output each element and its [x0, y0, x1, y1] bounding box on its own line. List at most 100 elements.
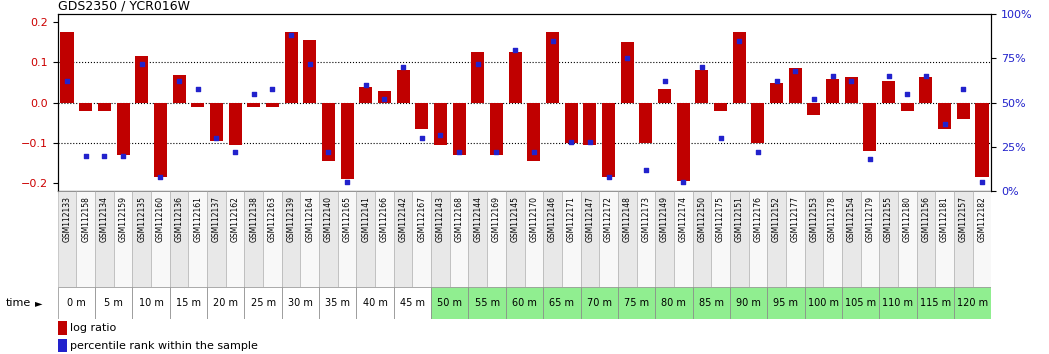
Text: 115 m: 115 m [920, 298, 950, 308]
Bar [711, 191, 730, 287]
Text: GDS2350 / YCR016W: GDS2350 / YCR016W [58, 0, 190, 13]
Text: time: time [5, 298, 30, 308]
Bar [172, 74, 186, 103]
Bar [656, 287, 692, 319]
Text: 120 m: 120 m [957, 298, 988, 308]
Bar [695, 70, 708, 103]
Bar [58, 191, 77, 287]
Text: 105 m: 105 m [845, 298, 876, 308]
Text: 5 m: 5 m [104, 298, 123, 308]
Point [675, 179, 691, 185]
Bar [545, 32, 559, 103]
Point [264, 86, 281, 91]
Bar [543, 191, 562, 287]
Bar [415, 103, 428, 129]
Text: 75 m: 75 m [624, 298, 649, 308]
Bar [226, 191, 244, 287]
Text: 20 m: 20 m [213, 298, 238, 308]
Bar [805, 191, 823, 287]
Point [320, 149, 337, 155]
Bar [431, 191, 450, 287]
Point [787, 68, 804, 74]
Bar [170, 191, 189, 287]
Bar [767, 287, 805, 319]
Bar [621, 42, 634, 103]
Text: GSM112148: GSM112148 [623, 196, 631, 242]
Text: GSM112156: GSM112156 [921, 196, 930, 242]
Text: GSM112154: GSM112154 [847, 196, 856, 242]
Text: 95 m: 95 m [773, 298, 798, 308]
Text: 85 m: 85 m [699, 298, 724, 308]
Bar [95, 287, 132, 319]
Text: GSM112138: GSM112138 [250, 196, 258, 242]
Bar [543, 287, 580, 319]
Bar [954, 287, 991, 319]
Bar [917, 191, 936, 287]
Bar [357, 191, 376, 287]
Bar [673, 191, 692, 287]
Text: 40 m: 40 m [363, 298, 387, 308]
Bar [879, 191, 898, 287]
Point [114, 153, 131, 159]
Text: 90 m: 90 m [736, 298, 761, 308]
Bar [490, 103, 504, 155]
Bar [732, 32, 746, 103]
Text: log ratio: log ratio [70, 323, 116, 333]
Bar [823, 191, 842, 287]
Bar [936, 191, 954, 287]
Point [806, 96, 822, 102]
Bar [692, 191, 711, 287]
Text: GSM112133: GSM112133 [63, 196, 71, 242]
Text: GSM112177: GSM112177 [791, 196, 799, 242]
Bar [919, 76, 933, 103]
Bar [730, 287, 767, 319]
Bar [618, 287, 656, 319]
Bar [376, 191, 393, 287]
Text: GSM112175: GSM112175 [716, 196, 725, 242]
Bar [450, 191, 469, 287]
Point [189, 86, 206, 91]
Bar [917, 287, 954, 319]
Text: GSM112152: GSM112152 [772, 196, 782, 242]
Bar [189, 191, 207, 287]
Bar [207, 191, 226, 287]
Bar [562, 191, 580, 287]
Text: GSM112168: GSM112168 [454, 196, 464, 242]
Bar [210, 103, 223, 141]
Bar [322, 103, 335, 161]
Point [78, 153, 94, 159]
Bar [319, 191, 338, 287]
Text: GSM112150: GSM112150 [698, 196, 706, 242]
Point [301, 61, 318, 67]
Text: GSM112173: GSM112173 [641, 196, 650, 242]
Point [712, 135, 729, 141]
Bar [863, 103, 877, 151]
Text: GSM112137: GSM112137 [212, 196, 221, 242]
Point [600, 174, 617, 180]
Text: GSM112147: GSM112147 [585, 196, 595, 242]
Point [825, 73, 841, 79]
Text: 15 m: 15 m [176, 298, 201, 308]
Text: 80 m: 80 m [662, 298, 686, 308]
Text: GSM112163: GSM112163 [267, 196, 277, 242]
Text: ►: ► [35, 298, 42, 308]
Text: GSM112167: GSM112167 [418, 196, 426, 242]
Text: GSM112141: GSM112141 [361, 196, 370, 242]
Bar [303, 40, 317, 103]
Bar [509, 52, 521, 103]
Point [918, 73, 935, 79]
Bar [469, 191, 487, 287]
Bar [191, 103, 205, 107]
Point [208, 135, 224, 141]
Bar [677, 103, 690, 181]
Bar [244, 287, 282, 319]
Text: GSM112145: GSM112145 [511, 196, 519, 242]
Bar [154, 103, 167, 177]
Point [432, 132, 449, 137]
Bar [580, 191, 599, 287]
Bar [282, 287, 319, 319]
Bar [882, 81, 895, 103]
Bar [151, 191, 170, 287]
Bar [58, 287, 95, 319]
Point [245, 91, 262, 97]
